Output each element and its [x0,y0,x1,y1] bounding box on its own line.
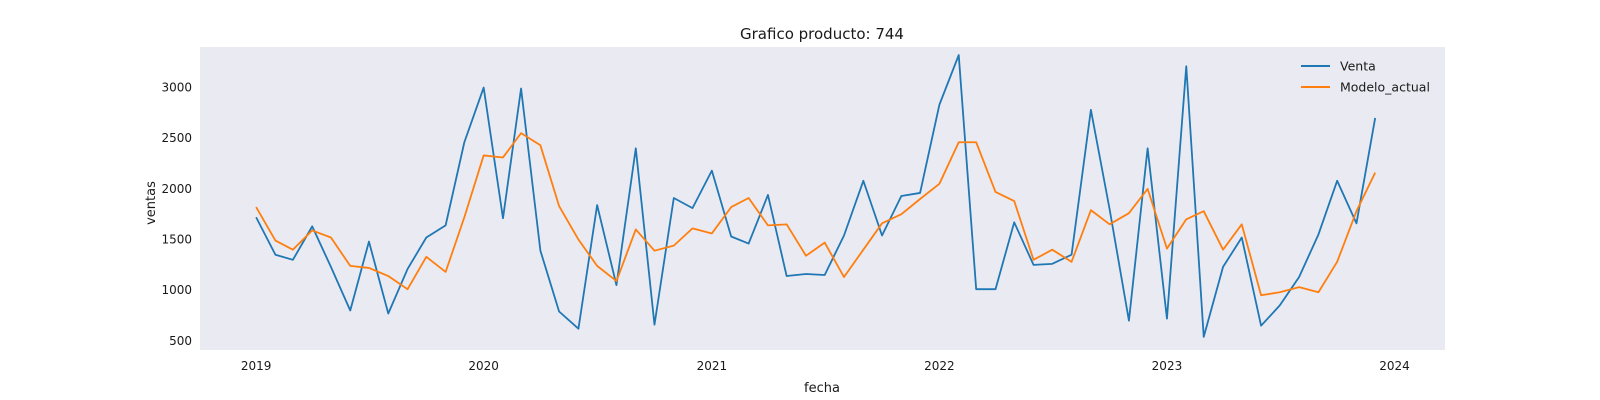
x-tick-label: 2022 [924,359,955,373]
y-tick-label: 3000 [161,81,192,95]
x-tick-label: 2024 [1379,359,1410,373]
y-tick-label: 1500 [161,233,192,247]
legend-label: Venta [1340,59,1376,74]
x-tick-label: 2019 [241,359,272,373]
legend: Venta Modelo_actual [1301,59,1430,95]
x-tick-label: 2021 [697,359,728,373]
y-tick-label: 2500 [161,131,192,145]
series-lines [255,54,1377,338]
y-tick-label: 1000 [161,283,192,297]
y-tick-label: 500 [169,334,192,348]
x-axis: 2019 2020 2021 2022 2023 2024 [241,359,1410,373]
series-line-venta [255,54,1377,338]
x-axis-label: fecha [804,381,840,396]
x-tick-label: 2023 [1152,359,1183,373]
x-tick-label: 2020 [468,359,499,373]
y-tick-label: 2000 [161,182,192,196]
legend-label: Modelo_actual [1340,80,1430,95]
y-axis: 500 1000 1500 2000 2500 3000 [161,81,192,348]
series-line-modelo-actual [255,132,1376,297]
chart-title: Grafico producto: 744 [740,25,904,43]
plot-area [200,47,1445,350]
y-axis-label: ventas [144,181,159,225]
